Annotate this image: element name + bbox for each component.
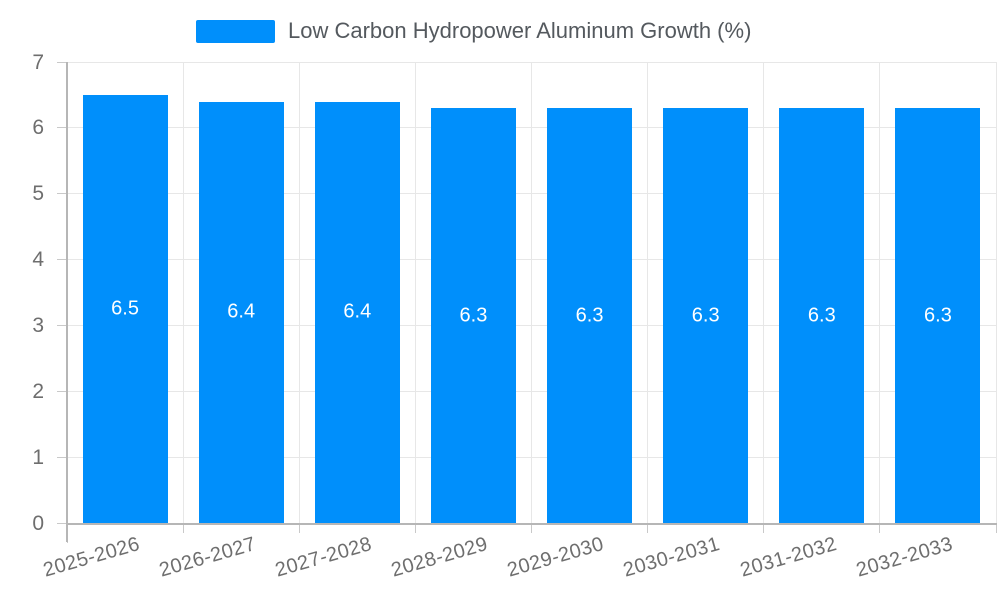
- y-axis-label: 1: [32, 445, 44, 469]
- y-axis-label: 2: [32, 379, 44, 403]
- y-axis-tick: [57, 127, 66, 129]
- bar-value-label: 6.3: [807, 304, 836, 327]
- bar[interactable]: 6.4: [314, 101, 400, 523]
- legend-swatch: [196, 19, 275, 43]
- y-axis-label: 4: [32, 248, 44, 272]
- bar-value-label: 6.5: [111, 297, 139, 320]
- bar[interactable]: 6.3: [663, 108, 749, 523]
- bar-value-label: 6.4: [343, 300, 372, 323]
- plot-area: 0 1 2 3 4 5 6 7 6.5 6.4 6.4 6.3 6.3 6.3 6.3 6.3: [32, 52, 997, 543]
- x-gridline: [647, 62, 649, 523]
- x-gridline: [182, 62, 184, 523]
- x-axis-tick: [414, 525, 416, 533]
- x-axis-tick: [531, 525, 532, 533]
- x-axis-tick: [763, 525, 765, 533]
- bar[interactable]: 6.4: [198, 101, 284, 523]
- x-gridline: [414, 62, 416, 523]
- y-axis-label: 6: [32, 116, 44, 140]
- bar-value-label: 6.3: [575, 304, 604, 327]
- bar-value-label: 6.3: [924, 304, 952, 327]
- y-axis-tick: [57, 324, 66, 326]
- x-gridline: [298, 62, 300, 523]
- bar[interactable]: 6.3: [895, 108, 981, 523]
- x-axis-label: 2025-2026: [40, 533, 143, 582]
- x-axis-tick: [647, 525, 649, 533]
- x-gridline: [995, 62, 997, 523]
- y-axis-label: 0: [32, 511, 44, 535]
- legend-label: Low Carbon Hydropower Aluminum Growth (%…: [288, 18, 752, 43]
- x-axis-tick: [182, 525, 184, 533]
- x-axis-tick: [995, 525, 997, 533]
- y-axis-tick: [57, 522, 66, 524]
- bar-value-label: 6.3: [691, 304, 720, 327]
- x-gridline: [879, 62, 881, 523]
- y-axis-label: 3: [32, 313, 44, 337]
- y-axis-line: [66, 62, 68, 542]
- y-axis-tick: [57, 193, 66, 195]
- x-axis-tick: [298, 525, 300, 533]
- x-axis-label: 2031-2032: [737, 533, 839, 582]
- x-axis-label: 2032-2033: [853, 533, 956, 582]
- x-gridline: [763, 62, 765, 523]
- x-axis-label: 2028-2029: [389, 533, 491, 582]
- x-axis-line: [66, 523, 997, 525]
- bar-value-label: 6.3: [459, 304, 488, 327]
- bar[interactable]: 6.3: [779, 108, 865, 523]
- x-axis-label: 2029-2030: [505, 533, 607, 582]
- x-axis-tick: [879, 525, 881, 533]
- y-axis-label: 7: [32, 50, 44, 74]
- bar[interactable]: 6.3: [430, 108, 516, 523]
- y-axis-tick: [57, 456, 66, 458]
- bar-value-label: 6.4: [227, 300, 256, 323]
- x-gridline: [531, 62, 532, 523]
- y-axis-tick: [57, 61, 66, 63]
- bar[interactable]: 6.3: [547, 108, 633, 523]
- x-axis-label: 2026-2027: [156, 533, 259, 582]
- y-axis-tick: [57, 390, 66, 392]
- x-axis-label: 2030-2031: [621, 533, 723, 582]
- x-axis-label: 2027-2028: [272, 533, 375, 582]
- y-axis-tick: [57, 259, 66, 261]
- bar[interactable]: 6.5: [82, 94, 168, 523]
- legend-item[interactable]: Low Carbon Hydropower Aluminum Growth (%…: [196, 18, 751, 44]
- y-axis-label: 5: [32, 182, 44, 206]
